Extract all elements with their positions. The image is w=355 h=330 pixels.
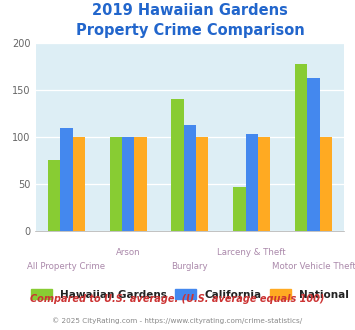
Text: Larceny & Theft: Larceny & Theft — [217, 248, 286, 257]
Bar — [184, 125, 196, 231]
Bar — [295, 64, 307, 231]
Title: 2019 Hawaiian Gardens
Property Crime Comparison: 2019 Hawaiian Gardens Property Crime Com… — [76, 3, 304, 38]
Bar — [60, 128, 72, 231]
Text: All Property Crime: All Property Crime — [27, 262, 105, 271]
Text: Arson: Arson — [116, 248, 141, 257]
Bar — [196, 137, 208, 231]
Bar — [307, 78, 320, 231]
Bar — [258, 137, 270, 231]
Bar — [320, 137, 332, 231]
Bar — [122, 137, 134, 231]
Bar — [72, 137, 85, 231]
Text: © 2025 CityRating.com - https://www.cityrating.com/crime-statistics/: © 2025 CityRating.com - https://www.city… — [53, 317, 302, 324]
Bar — [110, 137, 122, 231]
Text: Motor Vehicle Theft: Motor Vehicle Theft — [272, 262, 355, 271]
Bar — [171, 99, 184, 231]
Bar — [48, 160, 60, 231]
Bar — [134, 137, 147, 231]
Bar — [233, 187, 246, 231]
Legend: Hawaiian Gardens, California, National: Hawaiian Gardens, California, National — [27, 285, 353, 304]
Bar — [246, 134, 258, 231]
Text: Burglary: Burglary — [171, 262, 208, 271]
Text: Compared to U.S. average. (U.S. average equals 100): Compared to U.S. average. (U.S. average … — [30, 294, 325, 304]
